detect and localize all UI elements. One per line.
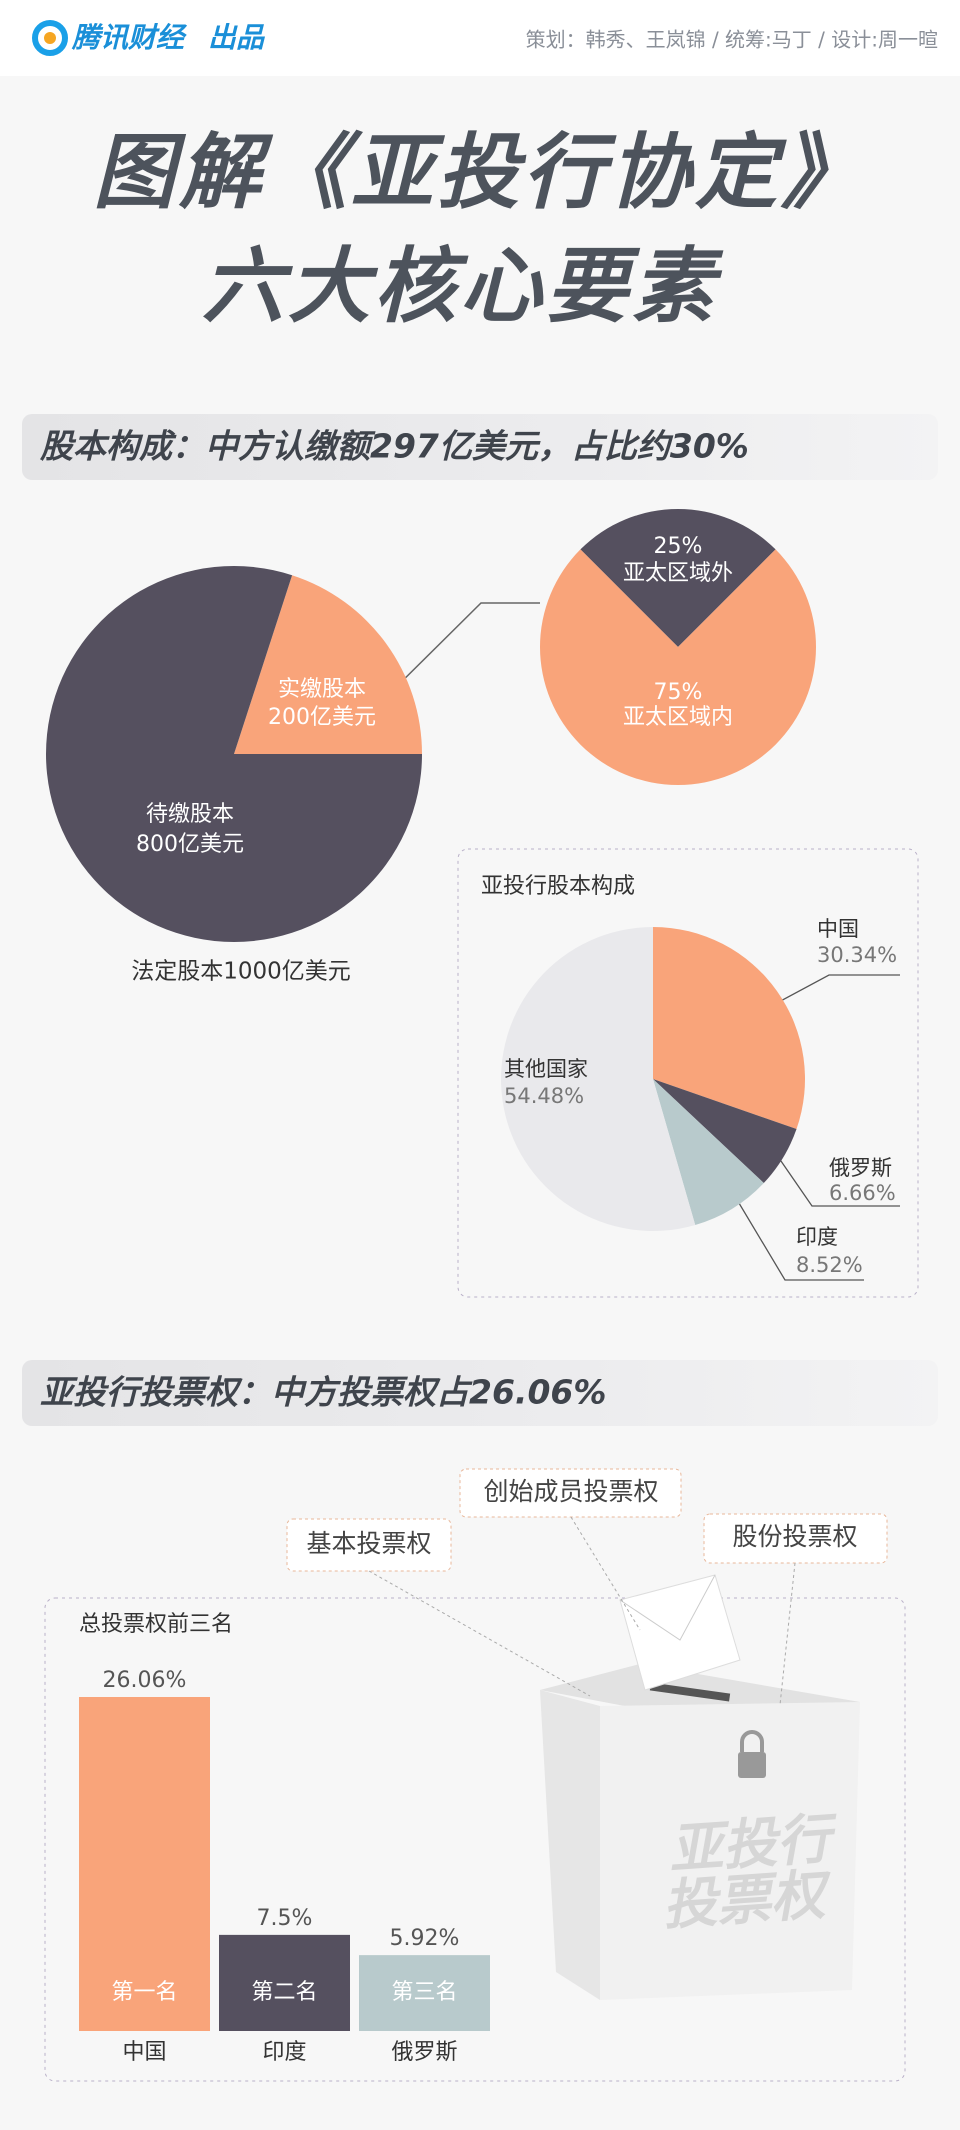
bar [219, 1934, 350, 2031]
value-label: 25% [654, 534, 703, 559]
ballot-label: 创始成员投票权 [483, 1477, 658, 1506]
rank-label: 第二名 [251, 1980, 317, 2005]
pie-slice [234, 575, 422, 754]
credits: 策划：韩秀、王岚锦 / 统筹:马丁 / 设计:周一暄 [526, 28, 938, 52]
ballot-label: 股份投票权 [732, 1522, 857, 1551]
connector [378, 602, 540, 705]
box-text: 亚投行 [667, 1807, 841, 1882]
brand-tag: 出品 [208, 21, 266, 54]
label-box [459, 1468, 682, 1518]
value-label: 200亿美元 [268, 705, 376, 730]
pie-slice [653, 927, 805, 1130]
envelope [619, 1574, 741, 1691]
rank-label: 第一名 [111, 1980, 177, 2005]
lock-shackle [740, 1730, 764, 1752]
slice-label: 亚太区域内 [623, 705, 733, 730]
pie-slice [653, 1079, 797, 1184]
slice-label: 印度 [796, 1225, 838, 1249]
x-tick-label: 印度 [262, 2040, 306, 2065]
box-side [540, 1690, 600, 2000]
slice-label: 待缴股本 [146, 802, 234, 827]
slice-label: 其他国家 [504, 1057, 588, 1081]
brand: 腾讯财经 [71, 21, 188, 54]
box-slot [649, 1682, 731, 1702]
chart-title: 总投票权前三名 [79, 1612, 233, 1637]
x-tick-label: 俄罗斯 [391, 2040, 457, 2065]
rank-label: 第三名 [391, 1980, 457, 2005]
pie-slice [540, 549, 816, 785]
leader-line [570, 1516, 641, 1631]
chart-frame [44, 1597, 906, 2082]
section-heading: 亚投行投票权：中方投票权占26.06% [40, 1373, 606, 1412]
chart-frame [457, 848, 919, 1298]
leader-line [771, 1147, 900, 1207]
title-line: 六大核心要素 [202, 239, 724, 334]
slice-label: 实缴股本 [278, 677, 366, 702]
box-front [600, 1702, 860, 2000]
label-box [703, 1513, 888, 1564]
box-text: 投票权 [661, 1863, 835, 1938]
logo-icon [32, 20, 68, 56]
header-bar [0, 0, 960, 76]
value-label: 7.5% [257, 1906, 313, 1931]
pie-slice [46, 565, 423, 943]
label-box [286, 1518, 452, 1572]
bar [359, 1955, 490, 2031]
section-heading: 股本构成：中方认缴额297亿美元，占比约30% [39, 427, 749, 466]
leader-line [368, 1570, 591, 1697]
slice-label: 中国 [817, 917, 859, 941]
value-label: 6.66% [829, 1181, 896, 1205]
pie-slice [653, 1079, 764, 1226]
slice-label: 亚太区域外 [623, 561, 733, 586]
pie-slice [580, 509, 776, 647]
value-label: 75% [654, 680, 703, 705]
value-label: 54.48% [504, 1084, 584, 1108]
chart-caption: 法定股本1000亿美元 [131, 959, 351, 985]
value-label: 800亿美元 [136, 832, 244, 857]
bar [79, 1697, 210, 2031]
chart-title: 亚投行股本构成 [481, 874, 635, 899]
logo-dot [44, 32, 56, 44]
envelope-flap [619, 1574, 716, 1641]
section-bar [22, 414, 938, 480]
section-bar [22, 1360, 938, 1426]
value-label: 30.34% [817, 943, 897, 967]
lock [738, 1752, 766, 1778]
x-tick-label: 中国 [122, 2040, 166, 2065]
title-line: 图解《亚投行协定》 [93, 125, 867, 220]
ballot-label: 基本投票权 [306, 1529, 431, 1558]
leader-line [723, 1177, 864, 1281]
slice-label: 俄罗斯 [829, 1156, 892, 1180]
value-label: 26.06% [103, 1668, 187, 1693]
value-label: 8.52% [796, 1253, 863, 1277]
pie-slice [501, 927, 696, 1231]
value-label: 5.92% [390, 1926, 460, 1951]
